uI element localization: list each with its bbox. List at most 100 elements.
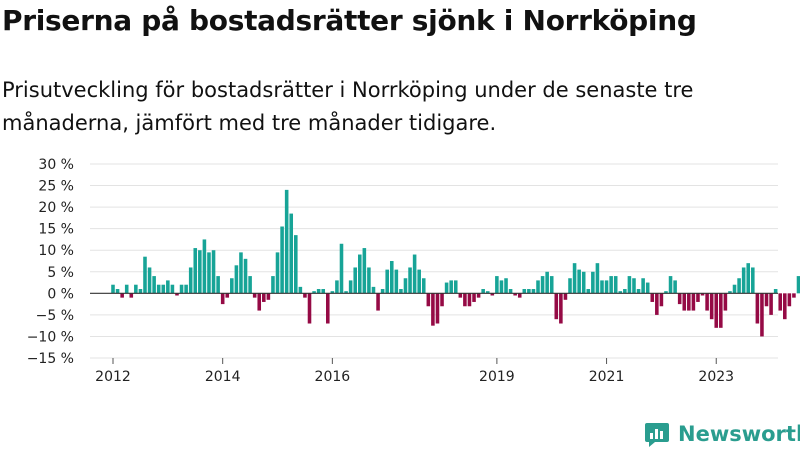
bar [152,276,156,294]
bar [143,256,147,294]
bar [613,276,618,294]
bar [289,213,294,294]
bar [134,284,138,294]
bar [522,289,527,294]
newsworthy-logo-icon [645,423,669,447]
bar [211,250,216,294]
bar [769,293,773,315]
bar [458,293,463,298]
x-tick-label: 2021 [589,369,625,385]
bar [773,289,778,294]
y-tick-label: 10 % [38,243,74,259]
bar [636,289,641,294]
bar [207,252,211,294]
bar [705,293,709,311]
bar [220,293,225,305]
y-tick-label: −15 % [27,351,74,367]
bar [175,293,179,296]
bar [243,258,248,294]
bar [609,276,613,294]
bar [321,289,326,294]
y-tick-label: −10 % [27,329,74,345]
bar [353,267,357,294]
bar [307,293,312,324]
bar [280,226,284,294]
bar [490,293,495,296]
bar [787,293,792,307]
brand-logo: Newsworthy [644,420,800,448]
bar [577,269,581,294]
gridlines [90,163,778,359]
bar [166,280,170,294]
bar [714,293,719,328]
bar [431,293,435,326]
bar [632,278,636,294]
bar [225,293,230,298]
x-tick-label: 2014 [205,369,241,385]
bar [746,263,751,294]
bar [618,291,623,294]
bar [545,271,549,294]
bar [719,293,723,328]
bar-series [111,189,800,337]
bar [262,293,266,302]
bar [362,248,367,294]
bar [284,189,289,294]
bar [737,278,741,294]
bar [193,248,198,294]
bar [124,284,129,294]
y-tick-label: −5 % [36,308,74,324]
bar [147,267,152,294]
bar [696,293,700,302]
bar [463,293,467,307]
bar [517,293,522,298]
bar [394,269,399,294]
bar [376,293,380,311]
bar [485,291,490,294]
bar [188,267,193,294]
bar [723,293,728,311]
bar [389,261,394,294]
bar [330,291,335,294]
bar [399,289,403,294]
bar [595,263,600,294]
bar [741,267,746,294]
bar [508,289,513,294]
axes: 30 % 25 % 20 % 15 % 10 % 5 % 0 % −5 % −10 % −15 %… [27,157,778,385]
bar [760,293,764,337]
bar [709,293,714,320]
bar [408,267,412,294]
bar [216,276,220,294]
bar [417,269,421,294]
chart-title: Priserna på bostadsrätter sjönk i Norrkö… [2,4,697,37]
bar [687,293,691,311]
bar [682,293,687,311]
bar [380,289,385,294]
bar [403,278,408,294]
bar [559,293,563,324]
bar [312,291,316,294]
bar [138,289,143,294]
bar [796,276,800,294]
bar [198,250,202,294]
bar [453,280,458,294]
bar [572,263,577,294]
bar [627,276,632,294]
bar [604,280,609,294]
bar [568,278,572,294]
bar [764,293,769,307]
bar [591,271,595,294]
bar [421,278,426,294]
bar [358,254,362,294]
bar [481,289,485,294]
bar [385,269,389,294]
bar [563,293,568,300]
bar [412,254,417,294]
bar [600,280,604,294]
bar [673,280,677,294]
bar [120,293,124,298]
y-tick-label: 0 % [47,286,74,302]
bar [623,289,627,294]
bar [111,284,115,294]
bar [156,284,161,294]
